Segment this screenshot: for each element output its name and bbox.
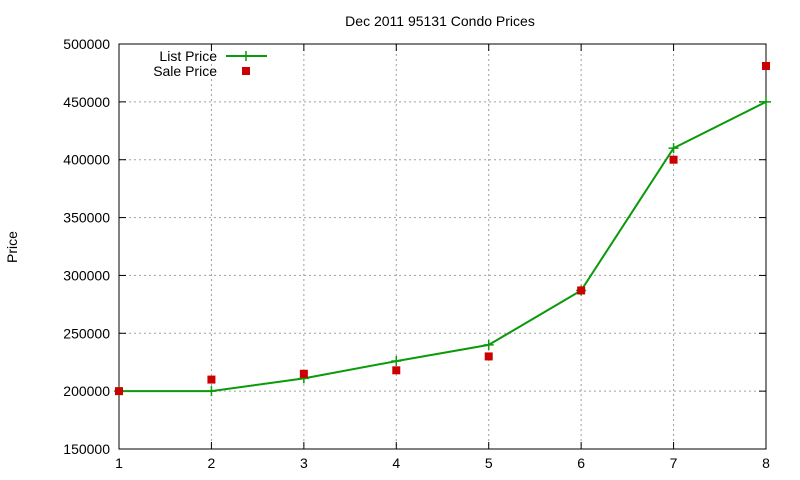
legend-label-list-price: List Price [159,48,217,64]
sale-price-point [392,366,401,375]
sale-price-point [299,369,308,378]
sale-price-point [577,286,586,295]
list-price-point [668,143,679,154]
x-axis-ticks: 1 2 3 4 5 6 7 8 [115,44,770,471]
y-tick-label: 150000 [63,441,110,457]
legend-marker-sale-price [242,67,250,75]
x-tick-label: 4 [392,455,400,471]
x-tick-label: 5 [485,455,493,471]
chart-title: Dec 2011 95131 Condo Prices [345,13,535,29]
series [114,61,771,397]
list-price-point [483,339,494,350]
list-price-point [391,356,402,367]
legend-label-sale-price: Sale Price [153,63,217,79]
y-tick-label: 250000 [63,325,110,341]
y-axis-ticks: 150000 200000 250000 300000 350000 400000 4500… [63,36,766,457]
y-axis-label: Price [4,231,20,263]
legend-marker-list-price [241,51,251,61]
series-line-list-price [119,101,767,393]
list-price-point [761,96,771,107]
y-tick-label: 300000 [63,267,110,283]
x-tick-label: 2 [208,455,216,471]
y-tick-label: 350000 [63,210,110,226]
x-tick-label: 8 [762,455,770,471]
list-price-point [206,386,217,397]
sale-price-point [669,155,678,164]
y-tick-label: 450000 [63,94,110,110]
sale-price-point [484,352,493,361]
grid [119,44,766,449]
y-tick-label: 500000 [63,36,110,52]
x-tick-label: 6 [577,455,585,471]
legend: List Price Sale Price [153,48,267,79]
sale-price-point [115,387,123,396]
sale-price-point [207,375,216,384]
y-tick-label: 200000 [63,383,110,399]
x-tick-label: 1 [115,455,123,471]
x-tick-label: 7 [670,455,678,471]
y-tick-label: 400000 [63,152,110,168]
x-tick-label: 3 [300,455,308,471]
plot-frame [118,43,767,450]
sale-price-point [762,61,770,70]
